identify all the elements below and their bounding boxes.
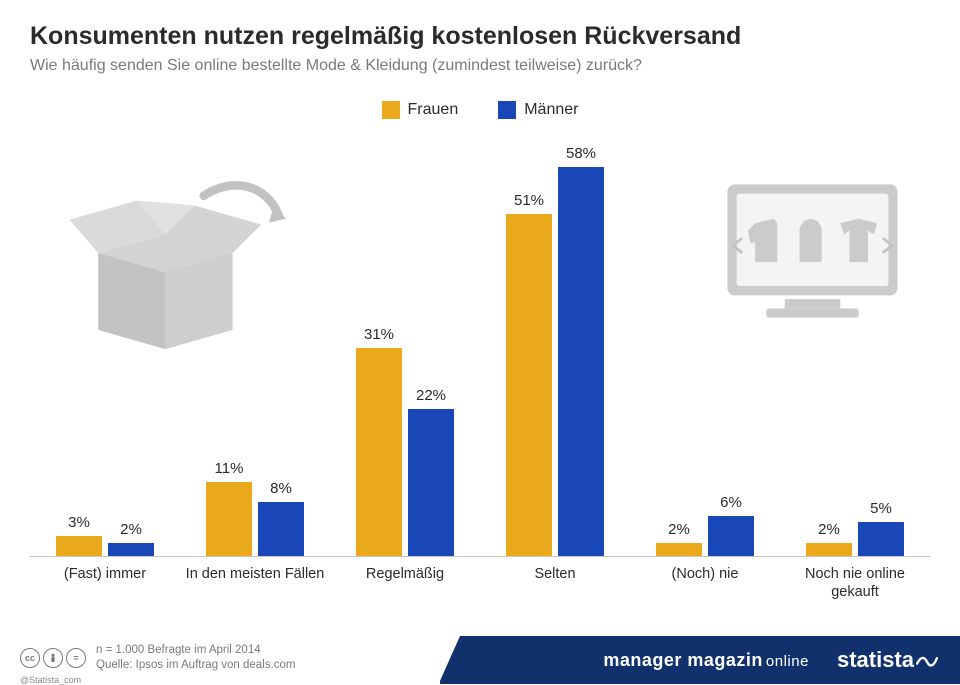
legend-swatch-frauen [382,101,400,119]
bar-group: 11%8% [180,127,330,556]
bar: 22% [408,409,454,556]
x-axis-label: Noch nie online gekauft [780,565,930,601]
bar: 2% [806,543,852,556]
bar-pair: 51%58% [480,127,630,556]
footer-note-line2: Quelle: Ipsos im Auftrag von deals.com [96,658,295,674]
bar-pair: 11%8% [180,127,330,556]
bar-value-label: 11% [206,460,252,477]
bar-pair: 2% 6% [630,127,780,556]
bar-value-label: 8% [258,480,304,497]
footer-right: manager magazinonline statista [440,636,960,684]
legend-label-maenner: Männer [524,101,578,119]
legend-label-frauen: Frauen [408,101,459,119]
bar: 2% [108,543,154,556]
chart-area: 3%2%11%8%31%22%51%58%2%6%2%5% [0,127,960,557]
footer-note: n = 1.000 Befragte im April 2014 Quelle:… [96,643,295,674]
footer-left: cc = n = 1.000 Befragte im April 2014 Qu… [20,643,295,674]
bar-value-label: 2% [806,521,852,538]
bar-value-label: 51% [506,192,552,209]
bar-value-label: 2% [108,521,154,538]
bar-value-label: 3% [56,514,102,531]
x-axis-label: Regelmäßig [330,565,480,601]
bar-value-label: 22% [408,387,454,404]
bar-value-label: 5% [858,500,904,517]
bar: 31% [356,348,402,556]
x-axis-labels: (Fast) immerIn den meisten FällenRegelmä… [0,557,960,601]
x-axis-label: (Noch) nie [630,565,780,601]
bar-pair: 2% 5% [780,127,930,556]
bar: 51% [506,214,552,556]
x-axis-label: Selten [480,565,630,601]
bar-chart: 3%2%11%8%31%22%51%58%2%6%2%5% [30,127,930,557]
x-axis-label: (Fast) immer [30,565,180,601]
bar-group: 51%58% [480,127,630,556]
bar-value-label: 2% [656,521,702,538]
bar-pair: 3% 2% [30,127,180,556]
legend-item-frauen: Frauen [382,101,459,119]
bar: 11% [206,482,252,556]
chart-title: Konsumenten nutzen regelmäßig kostenlose… [30,22,930,51]
bar: 3% [56,536,102,556]
chart-subtitle: Wie häufig senden Sie online bestellte M… [30,57,930,75]
statista-logo: statista [837,647,938,673]
chart-legend: Frauen Männer [0,101,960,119]
chart-footer: cc = n = 1.000 Befragte im April 2014 Qu… [0,626,960,684]
x-axis-label: In den meisten Fällen [180,565,330,601]
bar-group: 3% 2% [30,127,180,556]
bar: 2% [656,543,702,556]
bar-group: 2% 5% [780,127,930,556]
cc-license-icons: cc = [20,648,86,668]
bar: 8% [258,502,304,556]
bar-value-label: 31% [356,326,402,343]
chart-header: Konsumenten nutzen regelmäßig kostenlose… [0,0,960,81]
cc-by-icon [43,648,63,668]
manager-magazin-logo: manager magazinonline [603,650,809,671]
bar-pair: 31%22% [330,127,480,556]
bar-group: 31%22% [330,127,480,556]
cc-icon: cc [20,648,40,668]
bar: 58% [558,167,604,556]
bar: 6% [708,516,754,556]
legend-item-maenner: Männer [498,101,578,119]
bar-value-label: 6% [708,494,754,511]
bar: 5% [858,522,904,556]
bar-group: 2% 6% [630,127,780,556]
statista-wave-icon [916,651,938,669]
legend-swatch-maenner [498,101,516,119]
cc-nd-icon: = [66,648,86,668]
footer-note-line1: n = 1.000 Befragte im April 2014 [96,643,295,659]
bar-value-label: 58% [558,145,604,162]
